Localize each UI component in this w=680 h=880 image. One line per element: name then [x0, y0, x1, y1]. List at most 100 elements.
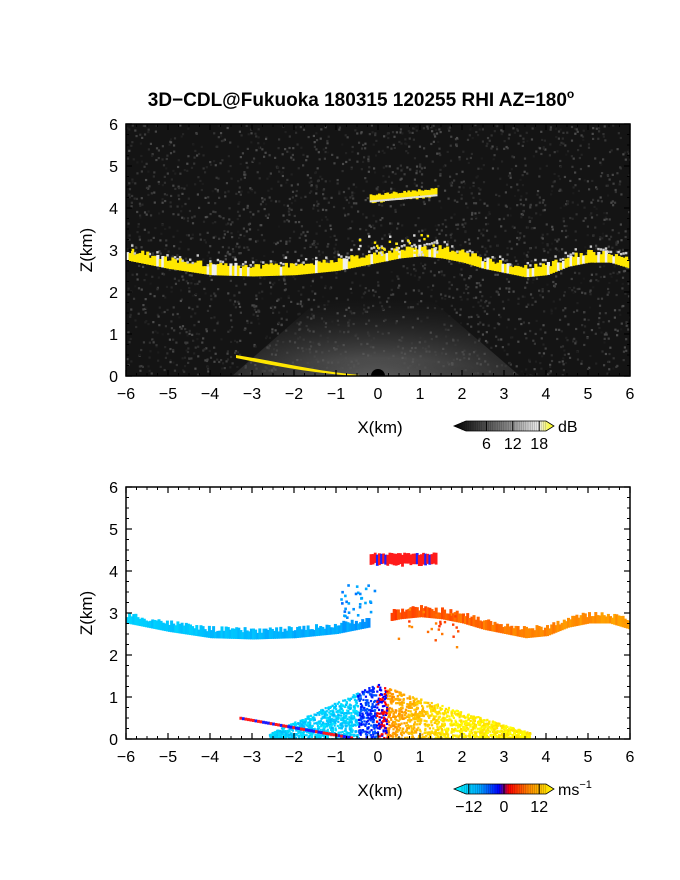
- noise-pixel: [541, 242, 544, 245]
- noise-pixel: [303, 247, 306, 250]
- noise-pixel: [128, 149, 131, 152]
- noise-pixel: [469, 128, 472, 131]
- noise-pixel: [513, 194, 517, 198]
- noise-pixel: [574, 127, 577, 131]
- noise-pixel: [336, 250, 339, 253]
- noise-pixel: [238, 130, 242, 133]
- noise-pixel: [134, 250, 137, 253]
- noise-pixel: [445, 225, 448, 228]
- boundary-layer-point: [375, 694, 378, 697]
- noise-pixel: [575, 128, 578, 131]
- noise-pixel: [584, 217, 587, 220]
- noise-pixel: [134, 319, 137, 322]
- noise-pixel: [388, 165, 391, 168]
- boundary-layer-point: [381, 712, 384, 716]
- noise-pixel: [387, 136, 390, 140]
- noise-pixel: [232, 303, 236, 306]
- noise-pixel: [243, 173, 246, 176]
- noise-pixel: [323, 157, 327, 160]
- upper-layer-column: [407, 190, 411, 198]
- boundary-layer-point: [493, 731, 496, 734]
- noise-pixel: [229, 141, 232, 144]
- noise-pixel: [525, 263, 528, 266]
- noise-pixel: [173, 150, 176, 153]
- velocity-layer-column: [298, 626, 302, 638]
- upper-layer-column: [405, 192, 409, 199]
- noise-pixel: [316, 204, 319, 207]
- boundary-layer-point: [337, 720, 340, 723]
- boundary-layer-point: [427, 731, 431, 734]
- noise-pixel: [246, 246, 249, 249]
- cloud-finger: [405, 254, 408, 257]
- noise-pixel: [149, 282, 152, 285]
- velocity-layer-column: [325, 624, 329, 636]
- noise-pixel: [368, 224, 371, 227]
- noise-pixel: [499, 316, 502, 319]
- noise-pixel: [520, 322, 523, 326]
- upper-layer-edge: [392, 198, 396, 201]
- noise-pixel: [328, 180, 332, 183]
- noise-pixel: [559, 143, 562, 147]
- velocity-layer-column: [546, 625, 549, 637]
- noise-pixel: [227, 155, 230, 158]
- noise-pixel: [622, 359, 625, 362]
- boundary-layer-point: [359, 697, 362, 700]
- noise-pixel: [412, 263, 415, 267]
- noise-pixel: [264, 137, 268, 141]
- noise-pixel: [163, 227, 167, 231]
- noise-pixel: [508, 290, 511, 293]
- boundary-layer-point: [376, 724, 379, 727]
- noise-pixel: [329, 224, 332, 227]
- noise-pixel: [324, 229, 327, 232]
- noise-pixel: [355, 186, 358, 189]
- noise-pixel: [279, 239, 282, 243]
- noise-pixel: [524, 332, 527, 335]
- noise-pixel: [195, 332, 198, 335]
- upper-velocity-column: [399, 553, 402, 565]
- noise-pixel: [244, 283, 247, 286]
- noise-pixel: [282, 304, 285, 308]
- boundary-layer-point: [333, 731, 336, 735]
- velocity-layer-column: [151, 619, 155, 629]
- noise-pixel: [315, 246, 318, 249]
- noise-pixel: [213, 292, 216, 295]
- boundary-layer-point: [447, 709, 450, 712]
- velocity-layer-column: [480, 621, 484, 630]
- noise-pixel: [605, 218, 608, 221]
- noise-pixel: [470, 315, 473, 319]
- noise-pixel: [383, 234, 386, 237]
- velocity-layer-column: [527, 628, 531, 638]
- noise-pixel: [131, 194, 134, 198]
- noise-pixel: [213, 360, 216, 363]
- cloud-base-column: [302, 265, 306, 275]
- noise-pixel: [231, 248, 235, 251]
- noise-pixel: [482, 164, 485, 167]
- noise-pixel: [237, 246, 241, 249]
- boundary-layer-point: [366, 707, 369, 711]
- noise-pixel: [520, 213, 523, 216]
- noise-pixel: [439, 153, 442, 157]
- cloud-top-speck: [219, 260, 222, 263]
- noise-pixel: [552, 280, 555, 284]
- noise-pixel: [324, 215, 328, 219]
- velocity-layer-column: [401, 608, 405, 620]
- noise-pixel: [286, 218, 289, 222]
- noise-pixel: [352, 202, 356, 205]
- noise-pixel: [572, 291, 575, 295]
- noise-pixel: [581, 200, 584, 203]
- noise-pixel: [227, 222, 230, 225]
- noise-pixel: [371, 224, 375, 227]
- noise-pixel: [576, 358, 580, 361]
- noise-pixel: [315, 188, 318, 191]
- boundary-layer-point: [302, 724, 305, 727]
- boundary-layer-point: [450, 731, 453, 734]
- noise-pixel: [603, 265, 606, 268]
- noise-pixel: [505, 205, 508, 208]
- noise-pixel: [287, 220, 291, 223]
- noise-pixel: [130, 308, 133, 311]
- noise-pixel: [439, 130, 442, 134]
- boundary-layer-point: [503, 725, 506, 729]
- noise-pixel: [140, 170, 143, 173]
- upper-layer-edge: [432, 194, 436, 197]
- noise-pixel: [495, 290, 498, 293]
